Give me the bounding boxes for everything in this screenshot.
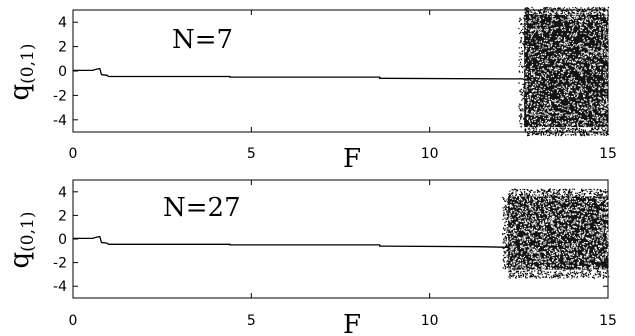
y-axis-title: q(0,1): [5, 212, 38, 269]
x-axis-title: F: [343, 310, 361, 336]
y-tick-label: 0: [58, 64, 67, 80]
panel-top: 4 2 0 -2 -4 0 5 10 15 N=7 F q(0,1): [5, 6, 617, 174]
panel-annotation: N=27: [163, 193, 241, 223]
x-tick-label: 0: [69, 146, 78, 162]
y-tick-label: 2: [58, 208, 67, 224]
y-ticks: 4 2 0 -2 -4: [53, 185, 608, 295]
chaotic-band-speckle: [524, 15, 610, 129]
chaotic-band: [518, 6, 610, 137]
y-tick-label: -4: [53, 279, 67, 295]
step-line: [73, 67, 525, 81]
y-tick-label: -2: [53, 256, 67, 272]
y-tick-label: -4: [53, 113, 67, 129]
y-axis-title-main: q: [5, 252, 35, 269]
x-tick-label: 10: [421, 146, 439, 162]
y-axis-title: q(0,1): [5, 44, 38, 101]
panel-bottom: 4 2 0 -2 -4 0 5 10 15 N=27 F q(0,1): [5, 179, 617, 336]
y-ticks: 4 2 0 -2 -4: [53, 15, 608, 129]
x-tick-label: 5: [247, 313, 256, 329]
x-tick-label: 15: [599, 313, 617, 329]
chaotic-band: [502, 188, 610, 279]
x-axis-title: F: [343, 144, 361, 174]
x-tick-label: 15: [599, 146, 617, 162]
x-tick-label: 10: [421, 313, 439, 329]
y-axis-title-main: q: [5, 84, 35, 101]
y-axis-title-sub: (0,1): [18, 212, 38, 252]
panel-annotation: N=7: [172, 25, 233, 55]
y-tick-label: -2: [53, 88, 67, 104]
x-ticks: 0 5 10 15: [69, 10, 617, 162]
y-tick-label: 4: [58, 185, 67, 201]
y-tick-label: 2: [58, 40, 67, 56]
y-tick-label: 4: [58, 15, 67, 31]
x-tick-label: 5: [247, 146, 256, 162]
y-axis-title-sub: (0,1): [18, 44, 38, 84]
chaotic-band-speckle: [508, 196, 610, 271]
y-tick-label: 0: [58, 232, 67, 248]
x-tick-label: 0: [69, 313, 78, 329]
step-line: [73, 235, 509, 248]
x-ticks: 0 5 10 15: [69, 180, 617, 329]
